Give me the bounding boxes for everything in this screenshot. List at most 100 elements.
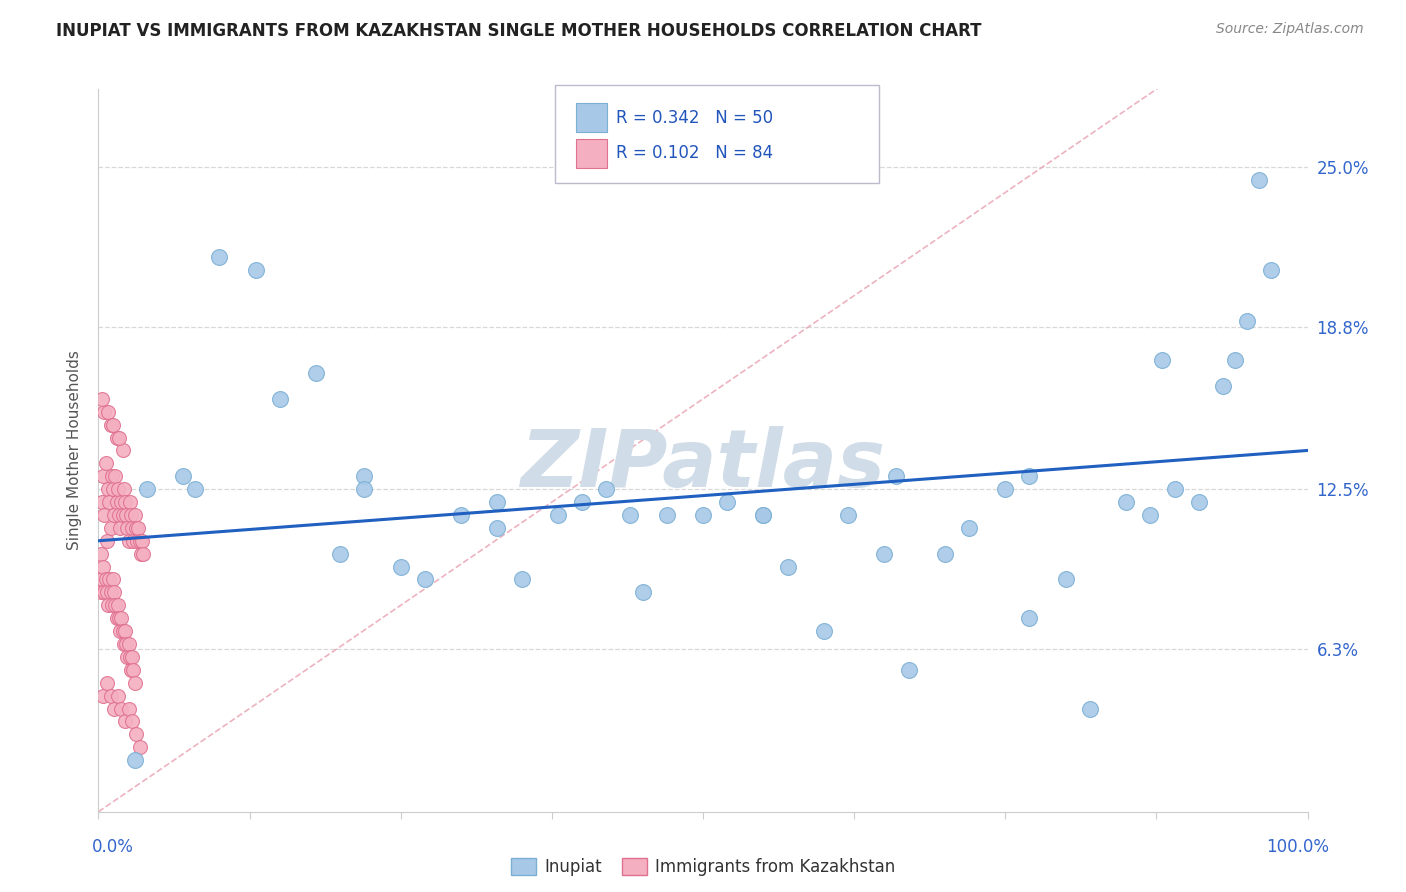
Point bbox=[103, 701, 125, 715]
Point bbox=[1018, 611, 1040, 625]
Point bbox=[125, 727, 148, 741]
Point bbox=[127, 521, 149, 535]
Point bbox=[111, 508, 134, 522]
Point bbox=[873, 547, 896, 561]
Point bbox=[117, 521, 139, 535]
Point bbox=[135, 482, 157, 496]
Point bbox=[108, 508, 131, 522]
Point bbox=[91, 495, 114, 509]
Point bbox=[91, 559, 114, 574]
Text: Source: ZipAtlas.com: Source: ZipAtlas.com bbox=[1216, 22, 1364, 37]
Point bbox=[107, 599, 129, 613]
Point bbox=[128, 533, 150, 548]
Point bbox=[118, 701, 141, 715]
Point bbox=[1223, 353, 1246, 368]
Point bbox=[100, 417, 122, 432]
Point bbox=[101, 482, 124, 496]
Point bbox=[353, 482, 375, 496]
Point bbox=[105, 611, 128, 625]
Point bbox=[94, 573, 117, 587]
Point bbox=[103, 585, 125, 599]
Point bbox=[115, 508, 138, 522]
Point bbox=[353, 469, 375, 483]
Text: INUPIAT VS IMMIGRANTS FROM KAZAKHSTAN SINGLE MOTHER HOUSEHOLDS CORRELATION CHART: INUPIAT VS IMMIGRANTS FROM KAZAKHSTAN SI… bbox=[56, 22, 981, 40]
Point bbox=[1018, 469, 1040, 483]
Point bbox=[93, 585, 115, 599]
Point bbox=[776, 559, 799, 574]
Point bbox=[124, 508, 146, 522]
Point bbox=[124, 675, 146, 690]
Point bbox=[91, 392, 114, 406]
Point bbox=[117, 649, 139, 664]
Point bbox=[1260, 263, 1282, 277]
Point bbox=[115, 637, 138, 651]
Point bbox=[486, 495, 509, 509]
Point bbox=[90, 585, 112, 599]
Point bbox=[122, 533, 145, 548]
Point bbox=[245, 263, 267, 277]
Point bbox=[413, 573, 436, 587]
Point bbox=[110, 701, 132, 715]
Point bbox=[619, 508, 641, 522]
Point bbox=[1188, 495, 1211, 509]
Point bbox=[450, 508, 472, 522]
Point bbox=[886, 469, 908, 483]
Point bbox=[103, 508, 125, 522]
Point bbox=[101, 573, 124, 587]
Point bbox=[208, 250, 231, 264]
Point bbox=[813, 624, 835, 639]
Point bbox=[1139, 508, 1161, 522]
Point bbox=[172, 469, 194, 483]
Point bbox=[837, 508, 859, 522]
Point bbox=[131, 533, 153, 548]
Point bbox=[305, 366, 328, 380]
Point bbox=[118, 649, 141, 664]
Point bbox=[752, 508, 775, 522]
Point bbox=[120, 663, 142, 677]
Point bbox=[108, 431, 131, 445]
Point bbox=[100, 585, 122, 599]
Point bbox=[107, 482, 129, 496]
Point bbox=[112, 637, 135, 651]
Point bbox=[97, 482, 120, 496]
Text: R = 0.102   N = 84: R = 0.102 N = 84 bbox=[616, 145, 773, 162]
Point bbox=[486, 521, 509, 535]
Point bbox=[94, 456, 117, 470]
Point bbox=[329, 547, 352, 561]
Point bbox=[934, 547, 956, 561]
Point bbox=[1212, 379, 1234, 393]
Point bbox=[269, 392, 291, 406]
Point bbox=[118, 637, 141, 651]
Point bbox=[100, 521, 122, 535]
Point bbox=[1115, 495, 1137, 509]
Legend: Inupiat, Immigrants from Kazakhstan: Inupiat, Immigrants from Kazakhstan bbox=[505, 851, 901, 883]
Point bbox=[96, 533, 118, 548]
Point bbox=[389, 559, 412, 574]
Text: 0.0%: 0.0% bbox=[91, 838, 134, 855]
Point bbox=[114, 714, 136, 729]
Point bbox=[105, 431, 128, 445]
Point bbox=[510, 573, 533, 587]
Point bbox=[121, 521, 143, 535]
Point bbox=[994, 482, 1017, 496]
Point bbox=[1249, 172, 1271, 186]
Point bbox=[100, 689, 122, 703]
Point bbox=[91, 689, 114, 703]
Point bbox=[111, 624, 134, 639]
Point bbox=[107, 689, 129, 703]
Point bbox=[547, 508, 569, 522]
Point bbox=[108, 611, 131, 625]
Point bbox=[100, 469, 122, 483]
Point bbox=[108, 521, 131, 535]
Point bbox=[110, 495, 132, 509]
Point bbox=[114, 624, 136, 639]
Point bbox=[957, 521, 980, 535]
Point bbox=[112, 482, 135, 496]
Point bbox=[105, 495, 128, 509]
Point bbox=[184, 482, 207, 496]
Text: 100.0%: 100.0% bbox=[1265, 838, 1329, 855]
Point bbox=[1054, 573, 1077, 587]
Point bbox=[571, 495, 593, 509]
Point bbox=[114, 495, 136, 509]
Point bbox=[631, 585, 654, 599]
